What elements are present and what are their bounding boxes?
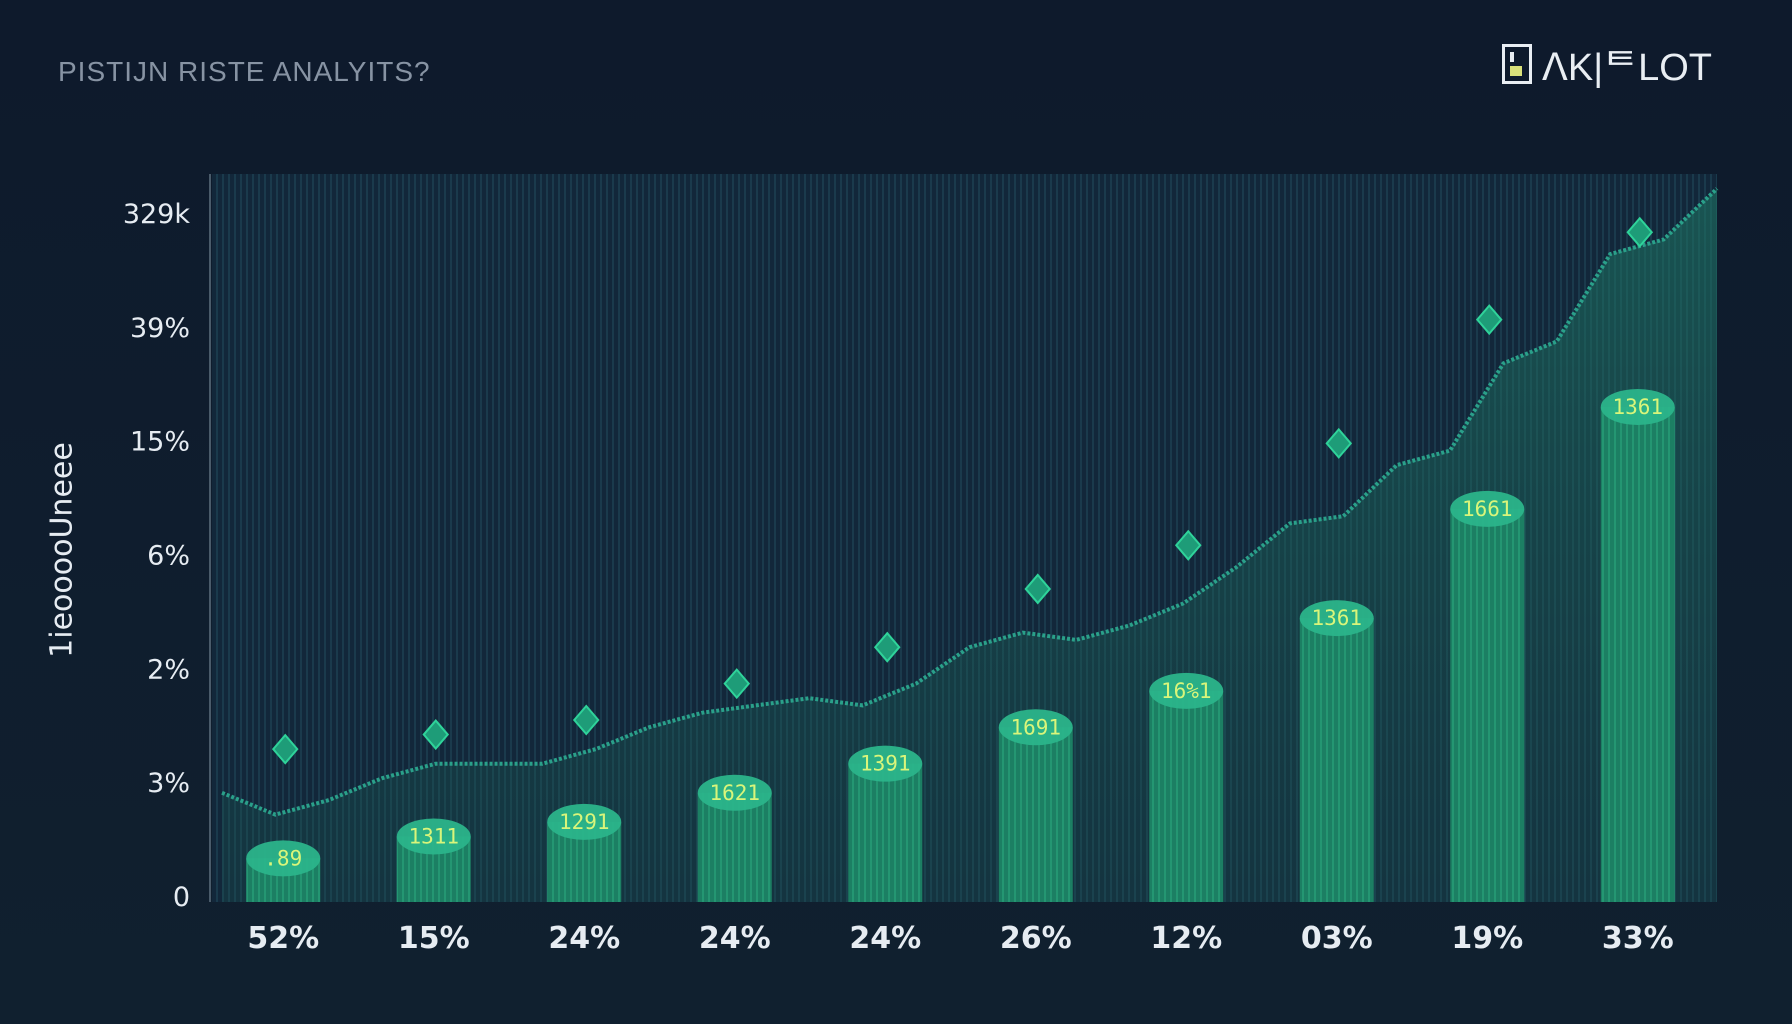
bar-cap — [396, 818, 471, 855]
brand-logo: ᐱK|ᄐLOT — [1501, 36, 1712, 91]
bar — [1600, 406, 1675, 902]
y-tick-label: 2% — [147, 654, 190, 685]
data-marker — [422, 719, 450, 751]
bar — [697, 792, 772, 902]
bar-label: 1361 — [1612, 395, 1663, 419]
x-tick-label: 33% — [1602, 921, 1674, 956]
brand-text: ᐱK|ᄐLOT — [1541, 47, 1712, 89]
data-marker — [723, 668, 751, 700]
x-tick-label: 15% — [398, 921, 470, 956]
trend-line — [221, 187, 1719, 817]
bar — [1299, 618, 1374, 902]
y-tick-label: 39% — [130, 313, 190, 344]
data-marker — [572, 704, 600, 736]
x-tick-label: 26% — [1000, 921, 1072, 956]
bar-cap — [1149, 672, 1224, 709]
chart-title: PISTIJN RISTE ANALYITS? — [58, 56, 431, 87]
x-tick-label: 24% — [548, 921, 620, 956]
bar-label: 1691 — [1010, 715, 1061, 739]
bar-label: 1661 — [1462, 497, 1513, 521]
bar — [1450, 508, 1525, 902]
y-tick-label: 15% — [130, 427, 190, 458]
bar-cap — [1600, 388, 1675, 425]
bar — [1149, 690, 1224, 902]
x-tick-label: 24% — [849, 921, 921, 956]
bar-cap — [697, 774, 772, 811]
data-marker — [1475, 304, 1503, 336]
y-tick-label: 6% — [147, 541, 190, 572]
bar-cap — [246, 840, 321, 877]
x-tick-label: 24% — [699, 921, 771, 956]
bar — [848, 763, 923, 902]
bar-label: 1621 — [709, 781, 760, 805]
bar-cap — [1450, 490, 1525, 527]
data-marker — [1174, 529, 1202, 561]
bar-cap — [547, 803, 622, 840]
data-marker — [1325, 427, 1353, 459]
bar-label: .89 — [264, 846, 302, 870]
data-marker — [271, 733, 299, 765]
y-tick-label: 0 — [173, 882, 190, 913]
bar-label: 1291 — [559, 810, 610, 834]
y-tick-label: 3% — [147, 768, 190, 799]
x-tick-label: 12% — [1150, 921, 1222, 956]
bar — [998, 727, 1073, 902]
data-marker — [873, 631, 901, 663]
bar-cap — [998, 709, 1073, 746]
data-marker — [1024, 573, 1052, 605]
bar-cap — [1299, 600, 1374, 637]
y-tick-label: 329k — [123, 199, 191, 230]
x-tick-label: 03% — [1301, 921, 1373, 956]
brand-icon — [1501, 43, 1532, 84]
bar-label: 1361 — [1311, 606, 1362, 630]
bar-cap — [848, 745, 923, 782]
bar-label: 16%1 — [1161, 679, 1212, 703]
x-tick-label: 19% — [1451, 921, 1523, 956]
data-marker — [1626, 216, 1654, 248]
bar-label: 1391 — [860, 752, 911, 776]
bar-label: 1311 — [408, 824, 459, 848]
x-tick-label: 52% — [247, 921, 319, 956]
